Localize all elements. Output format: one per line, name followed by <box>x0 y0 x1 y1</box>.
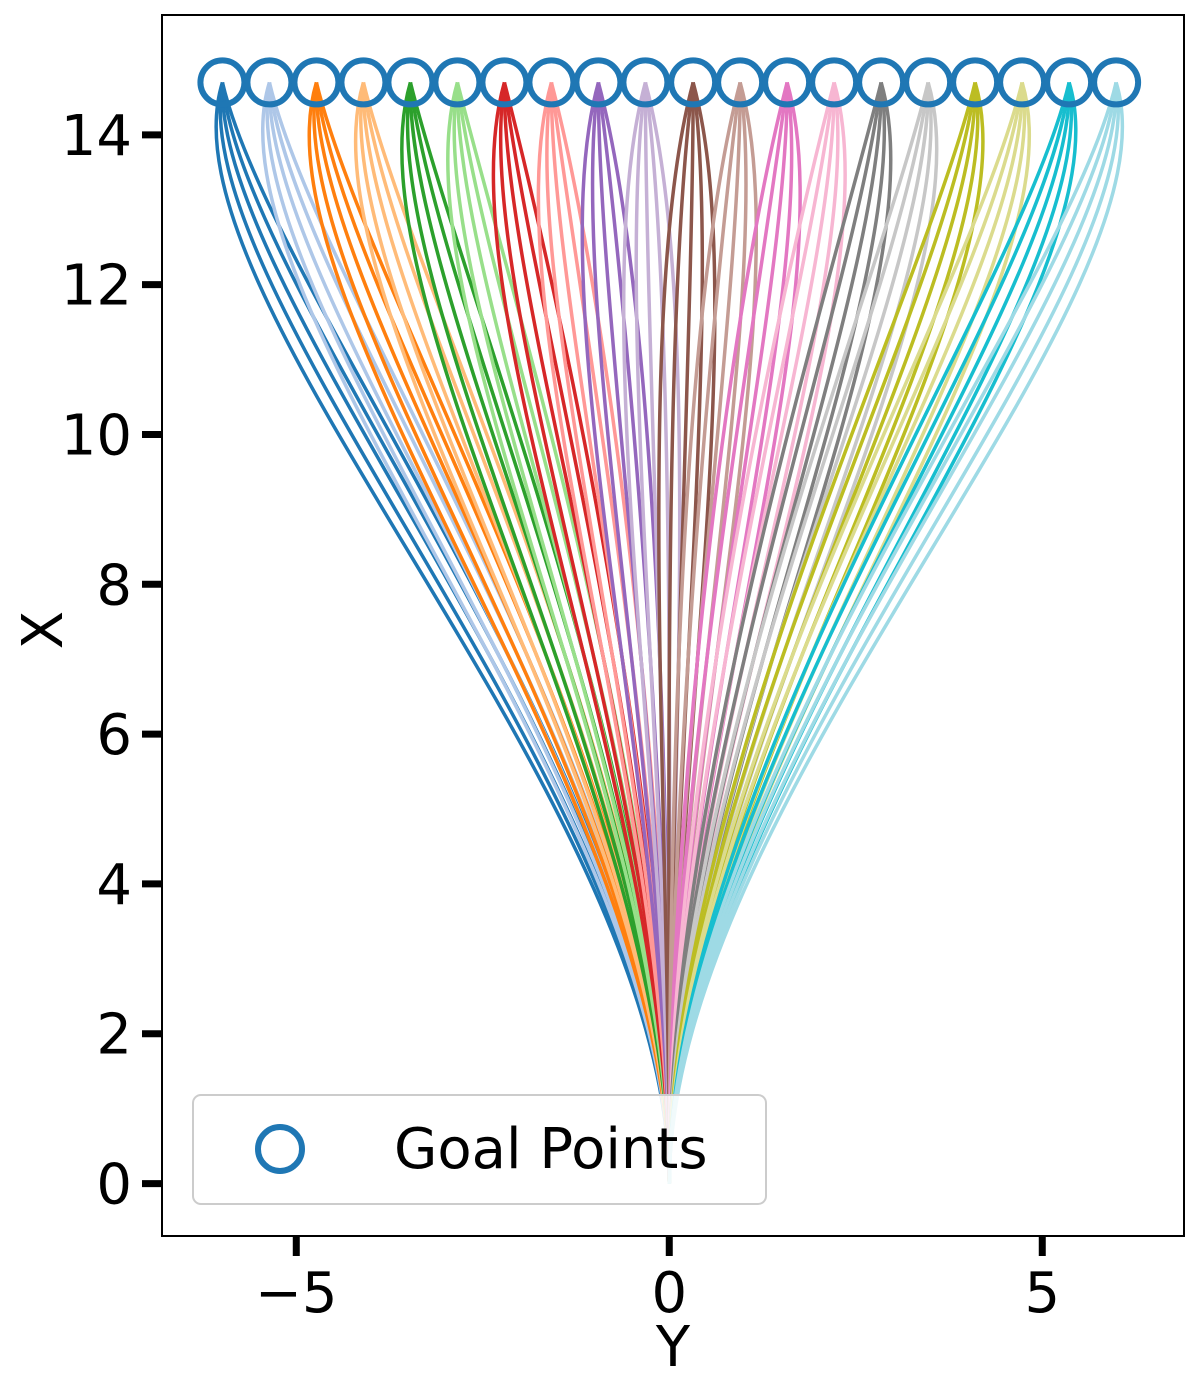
y-tick-label: 2 <box>96 1003 132 1068</box>
y-tick-label: 0 <box>96 1153 132 1218</box>
legend-label: Goal Points <box>394 1117 708 1182</box>
plot-frame <box>161 14 1185 1237</box>
x-tick-label: 5 <box>1024 1261 1060 1326</box>
x-tick-label: 0 <box>651 1261 687 1326</box>
y-tick-label: 14 <box>61 104 132 169</box>
y-tick-label: 10 <box>61 403 132 468</box>
trajectory-line <box>667 81 985 1184</box>
x-tick-label: −5 <box>255 1261 338 1326</box>
legend-marker <box>255 1124 305 1174</box>
y-tick-label: 4 <box>96 853 132 918</box>
goal-points <box>197 57 1142 108</box>
goal-point-marker <box>620 57 671 108</box>
trajectory-line <box>667 82 1118 1184</box>
y-axis-ticks: 0 2 4 6 8 10 12 14 <box>61 104 162 1218</box>
legend-box <box>192 1094 767 1205</box>
goal-point-marker <box>1091 57 1142 108</box>
trajectories <box>214 81 1125 1184</box>
x-axis-ticks: −5 0 5 <box>255 1236 1060 1326</box>
y-tick-label: 6 <box>96 703 132 768</box>
y-axis-label: X <box>11 611 76 649</box>
trajectory-line <box>353 81 672 1184</box>
trajectory-line <box>214 81 672 1184</box>
y-tick-label: 8 <box>96 553 132 618</box>
trajectory-line <box>220 82 672 1184</box>
legend: Goal Points <box>192 1094 767 1205</box>
y-tick-label: 12 <box>61 254 132 319</box>
x-axis-label: Y <box>655 1315 691 1380</box>
trajectory-line <box>667 81 1125 1184</box>
